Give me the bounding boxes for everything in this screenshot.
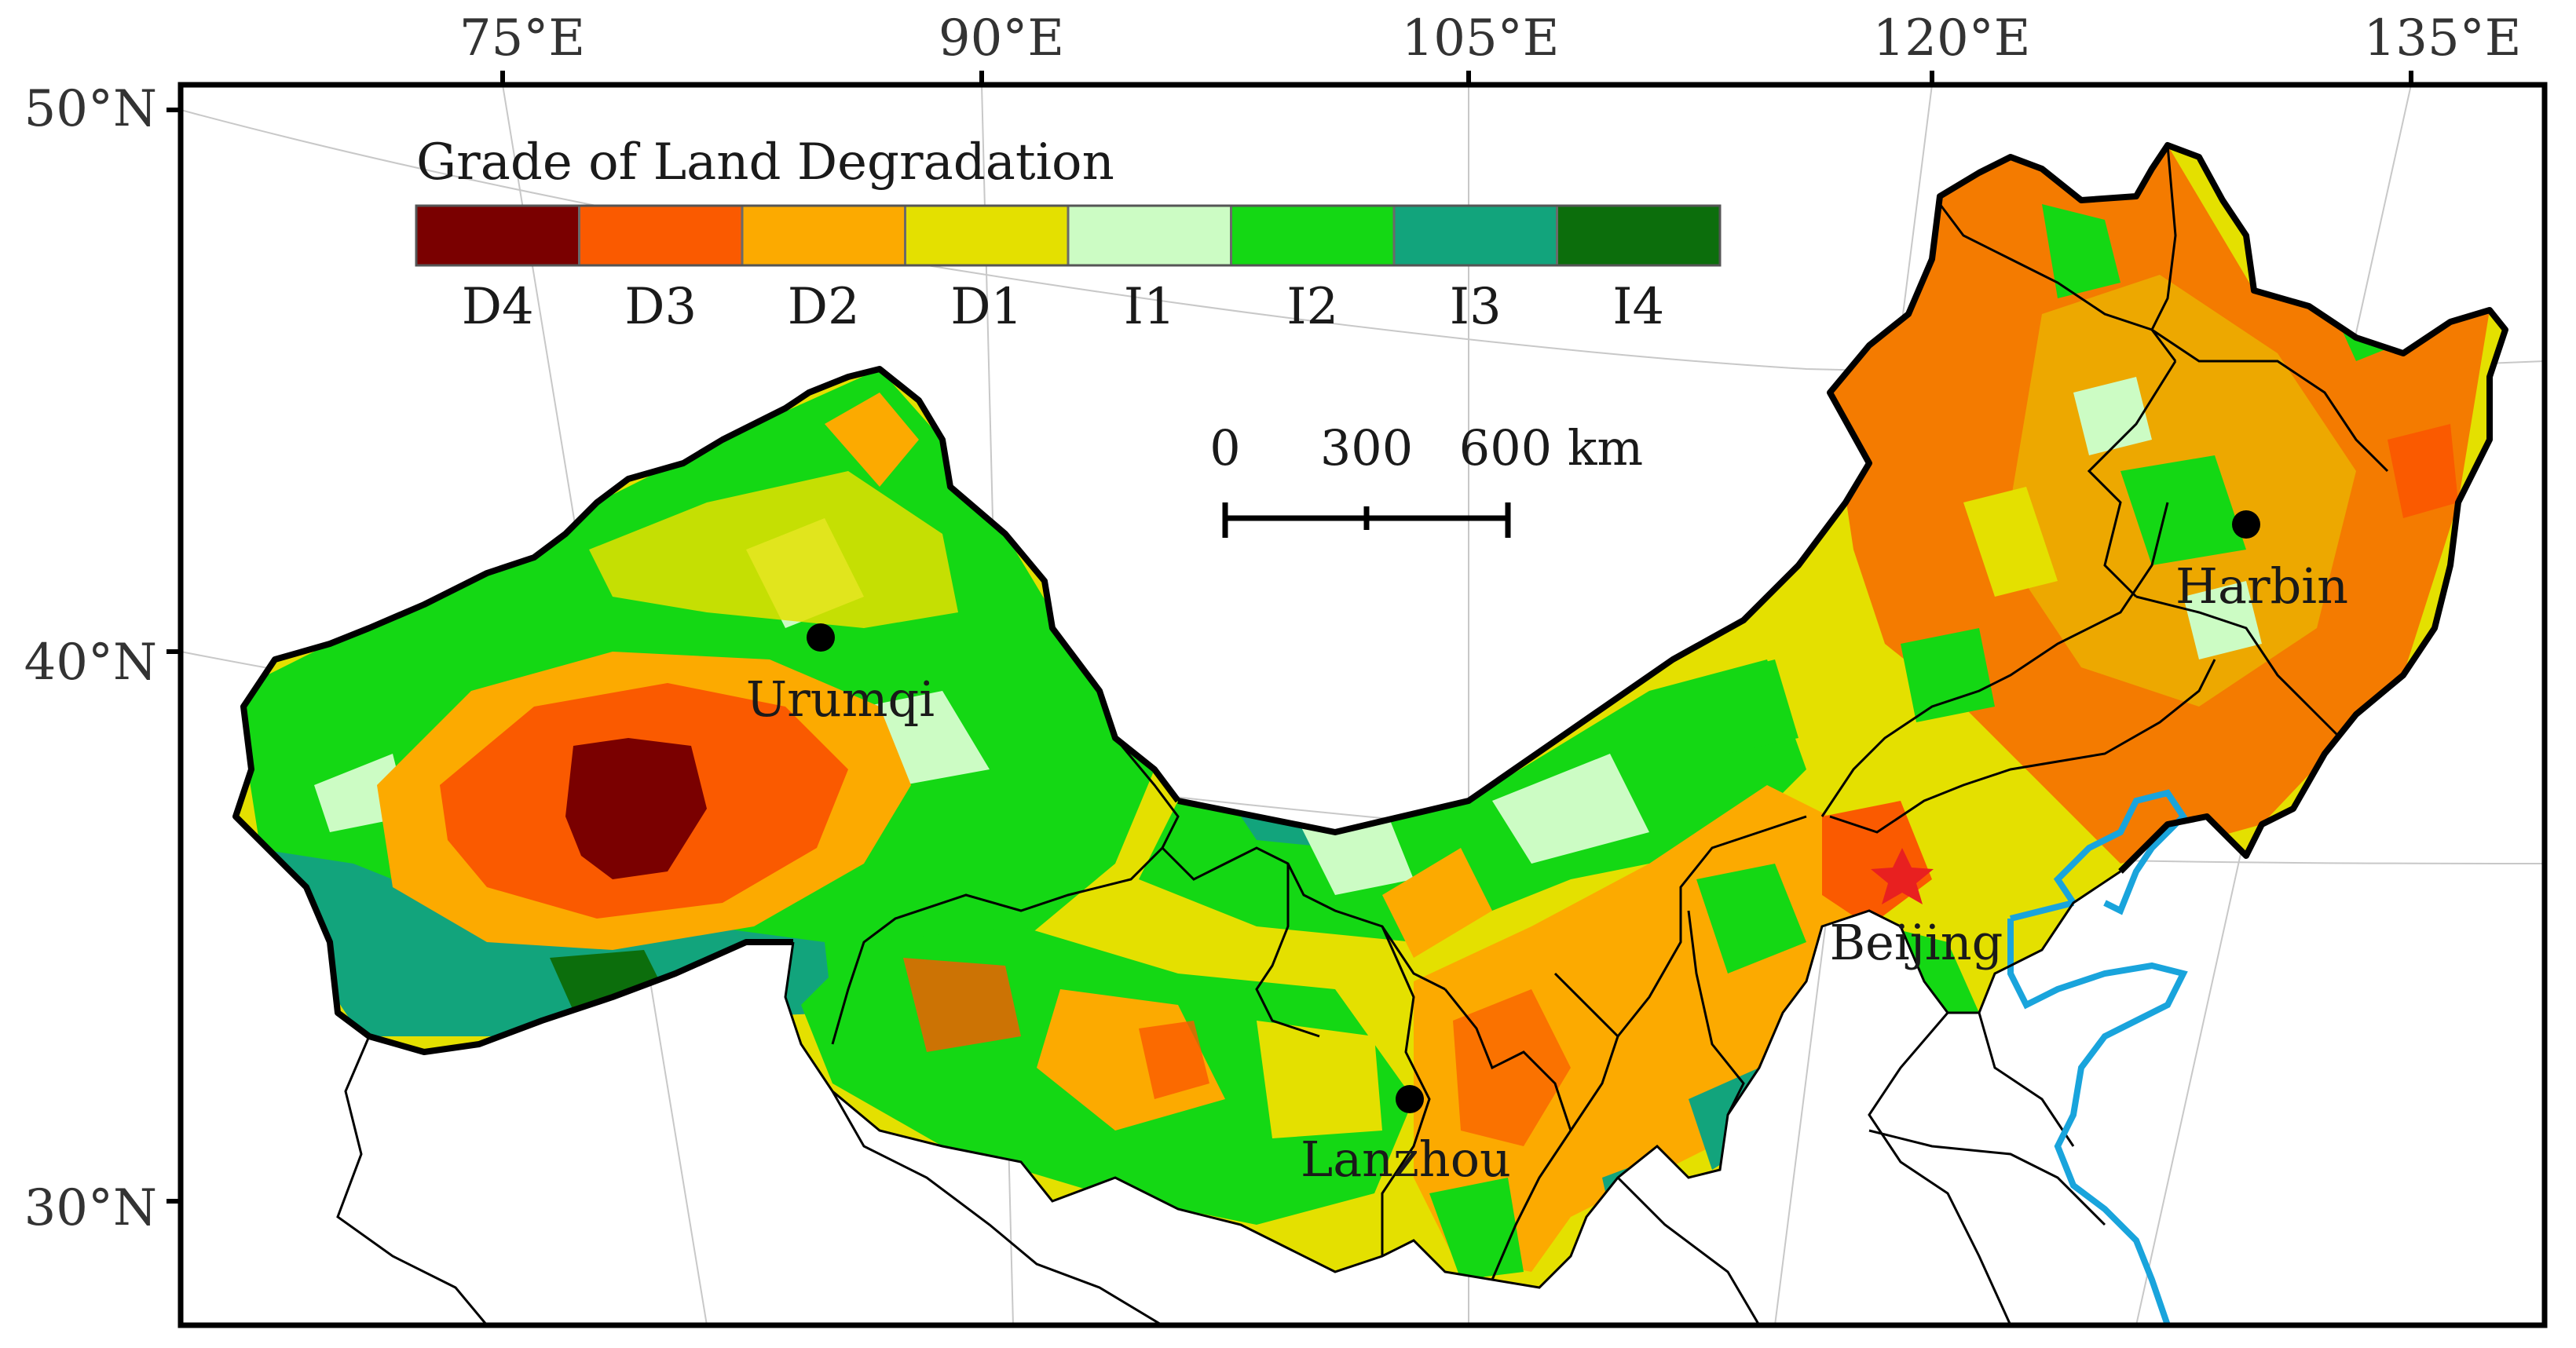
legend-swatch-i3 [1392, 204, 1558, 267]
legend-swatch-d1 [904, 204, 1070, 267]
scale-label-end: 600 km [1459, 419, 1643, 477]
city-label: Beijing [1830, 914, 2003, 971]
city-label: Urumqi [746, 670, 935, 728]
latitude-label: 50°N [24, 80, 157, 138]
province-borders [831, 145, 2389, 1280]
neighbouring-borders [336, 1012, 2106, 1325]
longitude-label: 75°E [459, 9, 585, 68]
latitude-label: 40°N [24, 634, 157, 692]
legend-code-d3: D3 [624, 278, 697, 336]
study-area-boundary [232, 142, 2508, 1055]
city-label: Harbin [2175, 557, 2348, 615]
legend-swatch-d2 [741, 204, 906, 267]
city-beijing: Beijing [1830, 848, 2003, 971]
longitude-label: 135°E [2364, 9, 2522, 68]
city-dot-icon [807, 623, 835, 652]
legend-code-d2: D2 [788, 278, 860, 336]
latitude-label: 30°N [24, 1179, 157, 1237]
city-label: Lanzhou [1301, 1131, 1511, 1188]
city-urumqi: Urumqi [746, 623, 935, 728]
legend-swatch-i4 [1556, 204, 1722, 267]
legend-title: Grade of Land Degradation [416, 133, 1114, 192]
legend-code-i4: I4 [1612, 278, 1664, 336]
scale-label-mid: 300 [1320, 419, 1413, 477]
star-icon [1871, 848, 1934, 904]
study-area-boundary-south [784, 870, 2121, 1289]
longitude-label: 90°E [939, 9, 1064, 68]
legend-swatch-d4 [415, 204, 580, 267]
legend-swatch-i2 [1230, 204, 1396, 267]
scale-bar: 0 300 600 km [1209, 419, 1643, 538]
scale-label-zero: 0 [1209, 419, 1240, 477]
legend-code-d1: D1 [950, 278, 1023, 336]
longitude-label: 120°E [1873, 9, 2031, 68]
city-lanzhou: Lanzhou [1301, 1085, 1511, 1188]
legend-code-i2: I2 [1286, 278, 1338, 336]
city-dot-icon [1396, 1085, 1424, 1113]
legend-codes: D4 D3 D2 D1 I1 I2 I3 I4 [462, 278, 1665, 336]
legend-swatch-d3 [578, 204, 744, 267]
legend-swatch-i1 [1067, 204, 1232, 267]
legend-code-d4: D4 [462, 278, 534, 336]
city-dot-icon [2232, 510, 2260, 539]
legend-bar-outline [415, 204, 1722, 267]
coastline [2007, 789, 2188, 1325]
longitude-label: 105°E [1402, 9, 1560, 68]
frame-ticks [166, 71, 2413, 1204]
legend-code-i3: I3 [1450, 278, 1502, 336]
city-harbin: Harbin [2175, 510, 2348, 615]
legend-swatches [415, 204, 1722, 267]
legend: Grade of Land Degradation D4 D3 D2 D1 I1 I2 I3… [415, 133, 1722, 336]
map-frame [177, 82, 2548, 1328]
legend-code-i1: I1 [1124, 278, 1176, 336]
